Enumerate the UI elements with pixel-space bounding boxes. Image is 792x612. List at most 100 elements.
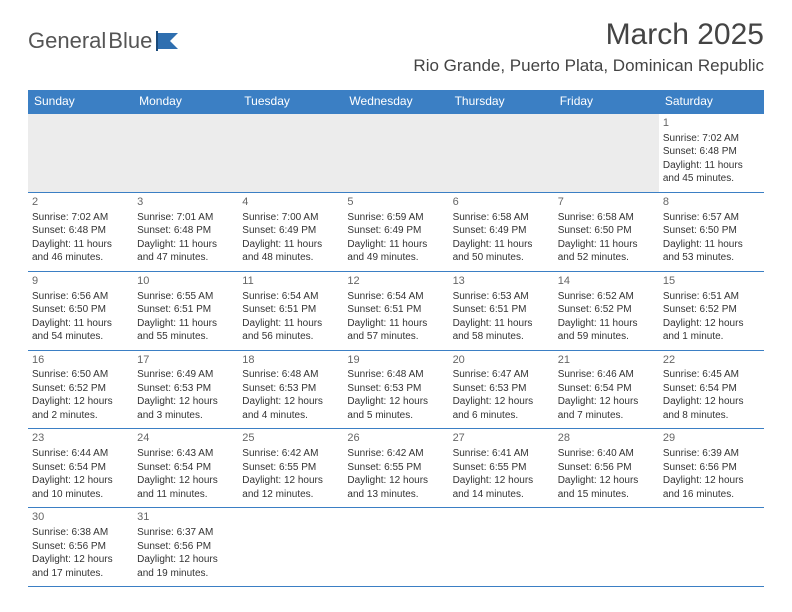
day-number: 7	[558, 195, 655, 210]
calendar-cell: 28Sunrise: 6:40 AMSunset: 6:56 PMDayligh…	[554, 429, 659, 508]
day-detail: Daylight: 12 hours and 17 minutes.	[32, 553, 129, 580]
flag-icon	[156, 31, 182, 51]
calendar-cell-empty	[28, 113, 133, 192]
day-number: 30	[32, 510, 129, 525]
day-detail: Sunset: 6:56 PM	[32, 540, 129, 554]
day-detail: Sunset: 6:48 PM	[663, 145, 760, 159]
day-detail: Daylight: 11 hours and 58 minutes.	[453, 317, 550, 344]
day-detail: Sunrise: 6:48 AM	[242, 368, 339, 382]
day-detail: Sunset: 6:48 PM	[137, 224, 234, 238]
day-number: 1	[663, 116, 760, 131]
day-detail: Sunrise: 6:58 AM	[453, 211, 550, 225]
day-detail: Daylight: 11 hours and 48 minutes.	[242, 238, 339, 265]
day-number: 2	[32, 195, 129, 210]
calendar-cell: 3Sunrise: 7:01 AMSunset: 6:48 PMDaylight…	[133, 192, 238, 271]
day-detail: Sunset: 6:50 PM	[663, 224, 760, 238]
day-detail: Sunrise: 6:38 AM	[32, 526, 129, 540]
day-detail: Sunrise: 6:42 AM	[347, 447, 444, 461]
day-number: 23	[32, 431, 129, 446]
calendar-row: 2Sunrise: 7:02 AM Sunset: 6:48 PM Daylight…	[28, 192, 764, 271]
calendar-body: 1Sunrise: 7:02 AMSunset: 6:48 PMDaylight…	[28, 113, 764, 587]
calendar-cell: 9Sunrise: 6:56 AMSunset: 6:50 PMDaylight…	[28, 271, 133, 350]
day-number: 15	[663, 274, 760, 289]
day-detail: Sunset: 6:50 PM	[558, 224, 655, 238]
day-detail: Daylight: 11 hours and 52 minutes.	[558, 238, 655, 265]
calendar-cell: 24Sunrise: 6:43 AMSunset: 6:54 PMDayligh…	[133, 429, 238, 508]
day-number: 24	[137, 431, 234, 446]
calendar-cell: 30Sunrise: 6:38 AMSunset: 6:56 PMDayligh…	[28, 508, 133, 587]
calendar-cell-empty	[554, 508, 659, 587]
day-number: 22	[663, 353, 760, 368]
day-number: 3	[137, 195, 234, 210]
calendar-cell-empty	[449, 113, 554, 192]
calendar-cell: 2Sunrise: 7:02 AMSunset: 6:48 PMDaylight…	[28, 192, 133, 271]
day-number: 17	[137, 353, 234, 368]
day-detail: Sunrise: 7:01 AM	[137, 211, 234, 225]
day-detail: Sunrise: 6:37 AM	[137, 526, 234, 540]
day-detail: Daylight: 12 hours and 12 minutes.	[242, 474, 339, 501]
day-detail: Sunrise: 6:51 AM	[663, 290, 760, 304]
day-detail: Sunset: 6:56 PM	[663, 461, 760, 475]
day-detail: Daylight: 12 hours and 6 minutes.	[453, 395, 550, 422]
day-detail: Sunset: 6:53 PM	[347, 382, 444, 396]
header: GeneralBlue March 2025 Rio Grande, Puert…	[0, 0, 792, 82]
calendar-cell: 26Sunrise: 6:42 AMSunset: 6:55 PMDayligh…	[343, 429, 448, 508]
day-number: 21	[558, 353, 655, 368]
month-title: March 2025	[413, 18, 764, 52]
day-number: 27	[453, 431, 550, 446]
location: Rio Grande, Puerto Plata, Dominican Repu…	[413, 56, 764, 76]
calendar-cell-empty	[343, 113, 448, 192]
calendar-row: 16Sunrise: 6:50 AMSunset: 6:52 PMDayligh…	[28, 350, 764, 429]
calendar-cell: 10Sunrise: 6:55 AMSunset: 6:51 PMDayligh…	[133, 271, 238, 350]
day-detail: Sunrise: 6:41 AM	[453, 447, 550, 461]
day-detail: Sunrise: 6:39 AM	[663, 447, 760, 461]
calendar-cell-empty	[133, 113, 238, 192]
day-detail: Daylight: 12 hours and 4 minutes.	[242, 395, 339, 422]
day-detail: Daylight: 12 hours and 7 minutes.	[558, 395, 655, 422]
day-detail: Sunrise: 7:02 AM	[663, 132, 760, 146]
day-detail: Sunset: 6:52 PM	[558, 303, 655, 317]
day-detail: Sunrise: 6:57 AM	[663, 211, 760, 225]
day-detail: Sunrise: 6:43 AM	[137, 447, 234, 461]
day-detail: Sunset: 6:51 PM	[242, 303, 339, 317]
day-detail: Sunset: 6:51 PM	[453, 303, 550, 317]
day-detail: Daylight: 12 hours and 5 minutes.	[347, 395, 444, 422]
calendar-row: 23Sunrise: 6:44 AMSunset: 6:54 PMDayligh…	[28, 429, 764, 508]
day-detail: Sunrise: 6:52 AM	[558, 290, 655, 304]
day-header: Tuesday	[238, 90, 343, 113]
day-detail: Sunset: 6:56 PM	[558, 461, 655, 475]
day-detail: Daylight: 12 hours and 16 minutes.	[663, 474, 760, 501]
day-detail: Sunset: 6:49 PM	[347, 224, 444, 238]
day-detail: Sunrise: 6:56 AM	[32, 290, 129, 304]
calendar-cell: 4Sunrise: 7:00 AMSunset: 6:49 PMDaylight…	[238, 192, 343, 271]
day-detail: Sunrise: 6:58 AM	[558, 211, 655, 225]
calendar-cell: 25Sunrise: 6:42 AMSunset: 6:55 PMDayligh…	[238, 429, 343, 508]
day-detail: Sunrise: 6:44 AM	[32, 447, 129, 461]
calendar-cell: 15Sunrise: 6:51 AMSunset: 6:52 PMDayligh…	[659, 271, 764, 350]
day-detail: Sunrise: 6:42 AM	[242, 447, 339, 461]
day-number: 13	[453, 274, 550, 289]
day-number: 16	[32, 353, 129, 368]
calendar-cell: 21Sunrise: 6:46 AMSunset: 6:54 PMDayligh…	[554, 350, 659, 429]
day-header: Saturday	[659, 90, 764, 113]
day-header: Sunday	[28, 90, 133, 113]
day-detail: Sunrise: 7:02 AM	[32, 211, 129, 225]
day-detail: Sunset: 6:55 PM	[347, 461, 444, 475]
day-detail: Sunset: 6:52 PM	[32, 382, 129, 396]
day-detail: Sunset: 6:54 PM	[558, 382, 655, 396]
logo-text-2: Blue	[108, 28, 152, 54]
calendar-cell: 22Sunrise: 6:45 AMSunset: 6:54 PMDayligh…	[659, 350, 764, 429]
day-detail: Sunrise: 6:54 AM	[347, 290, 444, 304]
day-number: 31	[137, 510, 234, 525]
day-header-row: SundayMondayTuesdayWednesdayThursdayFrid…	[28, 90, 764, 113]
day-detail: Sunrise: 6:54 AM	[242, 290, 339, 304]
calendar-cell: 16Sunrise: 6:50 AMSunset: 6:52 PMDayligh…	[28, 350, 133, 429]
day-detail: Sunset: 6:49 PM	[242, 224, 339, 238]
day-detail: Sunrise: 6:45 AM	[663, 368, 760, 382]
calendar-cell-empty	[554, 113, 659, 192]
day-number: 4	[242, 195, 339, 210]
day-detail: Daylight: 12 hours and 14 minutes.	[453, 474, 550, 501]
calendar-cell: 27Sunrise: 6:41 AMSunset: 6:55 PMDayligh…	[449, 429, 554, 508]
day-detail: Daylight: 12 hours and 13 minutes.	[347, 474, 444, 501]
calendar-cell: 11Sunrise: 6:54 AMSunset: 6:51 PMDayligh…	[238, 271, 343, 350]
